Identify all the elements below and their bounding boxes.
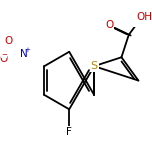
Text: +: + <box>25 47 31 53</box>
Text: F: F <box>66 127 72 137</box>
Text: O: O <box>0 54 8 64</box>
Text: O: O <box>105 20 113 30</box>
Text: S: S <box>91 61 98 71</box>
Text: −: − <box>2 52 7 58</box>
Text: O: O <box>4 36 12 46</box>
Text: OH: OH <box>136 12 152 22</box>
Text: N: N <box>20 49 28 59</box>
